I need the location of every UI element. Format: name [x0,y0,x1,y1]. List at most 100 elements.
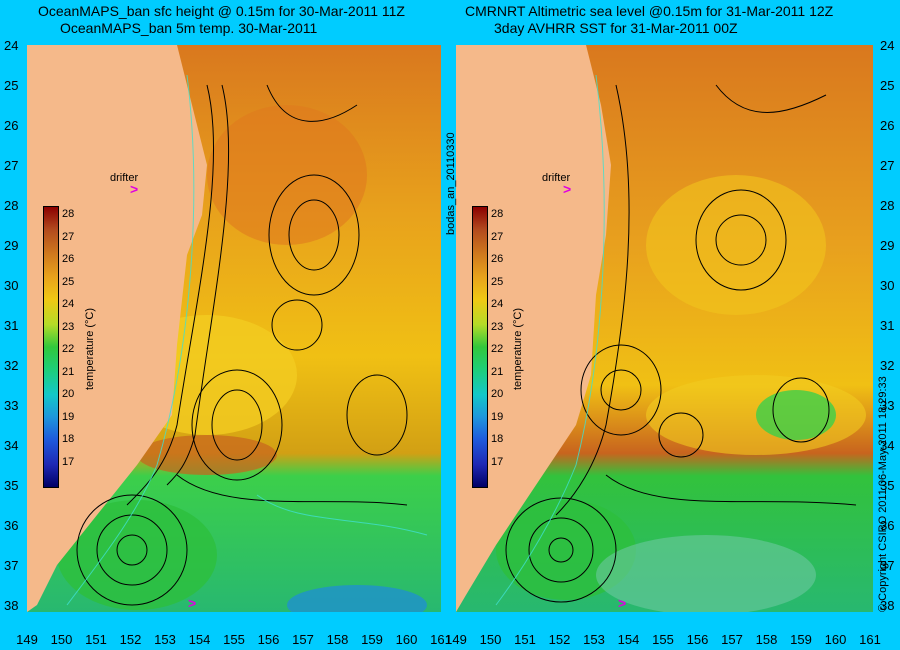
right-lon-154: 154 [617,632,640,647]
right-cb-tick-26: 26 [491,253,504,265]
right-cb-tick-28: 28 [491,208,504,220]
right-lat-38: 38 [880,598,895,613]
drifter-track-right: > [618,595,627,611]
drifter-marker-right: > [563,181,572,197]
right-lat-26: 26 [880,118,895,133]
left-lat-26: 26 [4,118,19,133]
right-cb-tick-22: 22 [491,343,504,355]
left-lon-154: 154 [188,632,211,647]
right-lon-158: 158 [755,632,778,647]
right-cb-tick-23: 23 [491,320,504,333]
left-lon-151: 151 [85,632,107,647]
left-lat-27: 27 [4,158,19,173]
drifter-marker-left: > [130,181,139,197]
left-lat-34: 34 [4,438,19,453]
right-cb-tick-20: 20 [491,388,504,400]
left-lat-37: 37 [4,558,19,573]
right-lon-157: 157 [721,632,743,647]
right-lon-155: 155 [652,632,674,647]
right-lat-24: 24 [880,38,895,53]
left-lon-161: 161 [430,632,452,647]
left-lat-25: 25 [4,78,19,93]
left-cb-tick-19: 19 [62,410,75,423]
right-lat-34: 34 [880,438,895,453]
left-title-line1: OceanMAPS_ban sfc height @ 0.15m for 30-… [38,3,405,19]
drifter-label-left: drifter [110,172,139,184]
left-cb-tick-17: 17 [62,455,75,468]
left-cb-tick-23: 23 [62,320,75,333]
right-lon-156: 156 [686,632,709,647]
left-cb-tick-28: 28 [62,208,75,220]
land-mass [456,45,611,612]
right-colorbar-title: temperature (°C) [512,307,524,390]
right-lat-29: 29 [880,238,895,253]
left-lat-31: 31 [4,318,19,333]
right-lat-25: 25 [880,78,895,93]
left-lon-160: 160 [395,632,418,647]
right-lat-33: 33 [880,398,895,413]
drifter-track-left: > [188,595,197,611]
right-cb-tick-18: 18 [491,433,504,445]
left-cb-tick-25: 25 [62,275,75,288]
right-lat-27: 27 [880,158,895,173]
left-map-panel [27,45,441,612]
right-lon-160: 160 [824,632,847,647]
right-lat-31: 31 [880,318,895,333]
left-cb-tick-21: 21 [62,365,75,378]
right-map-panel [456,45,873,612]
left-colorbar-title: temperature (°C) [84,307,96,390]
right-cb-tick-17: 17 [491,455,504,468]
left-cb-tick-24: 24 [62,298,75,310]
left-lat-32: 32 [4,358,19,373]
left-lon-159: 159 [361,632,383,647]
left-lon-157: 157 [292,632,314,647]
right-cb-tick-21: 21 [491,365,504,378]
right-lat-28: 28 [880,198,895,213]
height-contours [76,84,408,606]
left-lon-152: 152 [119,632,142,647]
left-lon-153: 153 [154,632,176,647]
drifter-label-right: drifter [542,172,571,184]
right-cb-tick-25: 25 [491,275,504,288]
left-cb-tick-18: 18 [62,433,75,445]
height-contours [505,84,857,603]
right-lon-150: 150 [479,632,502,647]
left-cb-tick-27: 27 [62,230,75,243]
land-mass [27,45,207,612]
left-lon-150: 150 [50,632,73,647]
left-cb-tick-26: 26 [62,253,75,265]
left-lat-35: 35 [4,478,19,493]
left-lon-149: 149 [16,632,38,647]
right-lon-159: 159 [790,632,812,647]
left-lat-29: 29 [4,238,19,253]
right-cb-tick-24: 24 [491,298,504,310]
right-lon-149: 149 [445,632,467,647]
run-id-label: bodas_an_20110330 [445,132,457,235]
left-map-svg [27,45,441,612]
right-lon-151: 151 [514,632,536,647]
right-lat-36: 36 [880,518,895,533]
right-cb-tick-27: 27 [491,230,504,243]
right-lat-30: 30 [880,278,895,293]
right-lat-37: 37 [880,558,895,573]
right-cb-tick-19: 19 [491,410,504,423]
left-colorbar [43,206,59,488]
left-lat-36: 36 [4,518,19,533]
left-lon-158: 158 [326,632,349,647]
right-colorbar [472,206,488,488]
left-lon-155: 155 [223,632,245,647]
left-lat-30: 30 [4,278,19,293]
left-lat-33: 33 [4,398,19,413]
right-lat-32: 32 [880,358,895,373]
right-lat-35: 35 [880,478,895,493]
left-lat-38: 38 [4,598,19,613]
right-title-line2: 3day AVHRR SST for 31-Mar-2011 00Z [494,20,738,36]
left-lat-28: 28 [4,198,19,213]
right-map-svg [456,45,873,612]
left-cb-tick-20: 20 [62,388,75,400]
left-lat-24: 24 [4,38,19,53]
right-lon-161: 161 [859,632,881,647]
right-title-line1: CMRNRT Altimetric sea level @0.15m for 3… [465,3,834,19]
right-lon-153: 153 [583,632,605,647]
left-cb-tick-22: 22 [62,343,75,355]
